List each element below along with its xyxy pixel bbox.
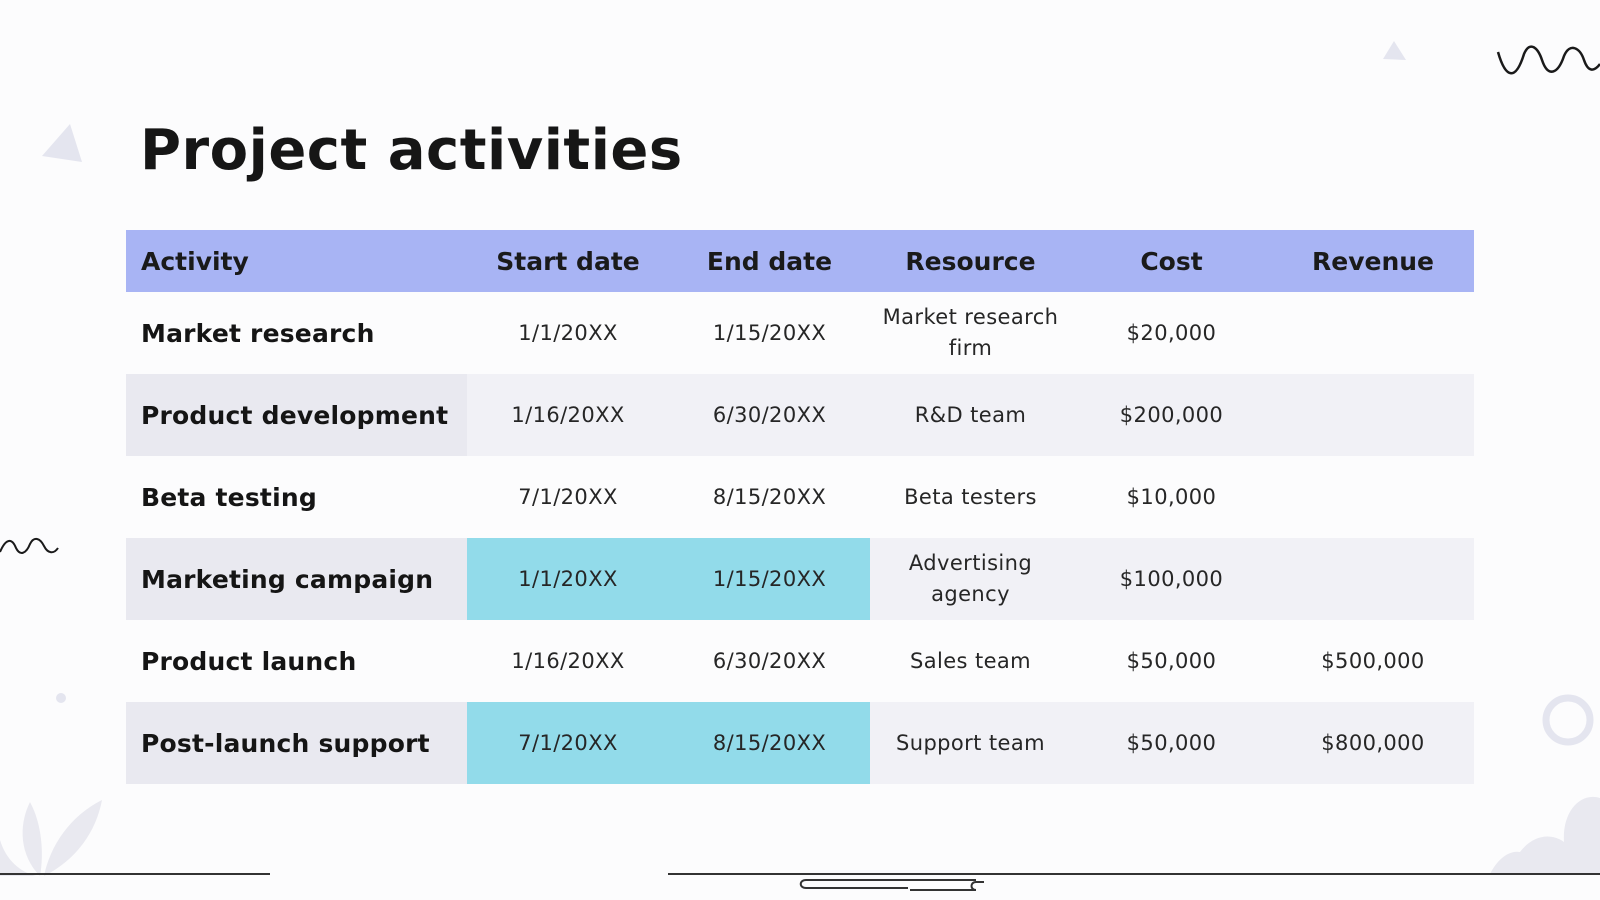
- table-row: Market research 1/1/20XX 1/15/20XX Marke…: [126, 292, 1474, 374]
- end-date-cell: 8/15/20XX: [712, 484, 827, 509]
- revenue-cell: $500,000: [1321, 648, 1425, 673]
- start-date-cell: 7/1/20XX: [518, 484, 618, 509]
- decorative-triangle-icon: [42, 124, 82, 162]
- table-row: Product development 1/16/20XX 6/30/20XX …: [126, 374, 1474, 456]
- decorative-dot-icon: [56, 693, 66, 703]
- end-date-cell: 6/30/20XX: [712, 648, 827, 673]
- activity-cell: Product development: [126, 374, 467, 456]
- decorative-triangle-small-icon: [1383, 41, 1406, 60]
- decorative-leaves-right-icon: [1490, 796, 1600, 874]
- revenue-cell: $800,000: [1272, 702, 1474, 784]
- resource-cell: Beta testers: [904, 484, 1037, 509]
- table-header-row: Activity Start date End date Resource Co…: [126, 230, 1474, 292]
- end-date-cell-highlighted: 8/15/20XX: [669, 702, 870, 784]
- decorative-pill-line-icon: [799, 879, 976, 889]
- start-date-cell: 1/16/20XX: [467, 374, 669, 456]
- end-date-cell-highlighted: 1/15/20XX: [669, 538, 870, 620]
- end-date-cell: 6/30/20XX: [669, 374, 870, 456]
- header-activity: Activity: [126, 230, 467, 292]
- revenue-cell: [1272, 374, 1474, 456]
- header-cost: Cost: [1071, 230, 1272, 292]
- header-resource: Resource: [870, 230, 1071, 292]
- activity-cell: Marketing campaign: [126, 538, 467, 620]
- decorative-leaves-left-icon: [0, 800, 102, 876]
- activities-table: Activity Start date End date Resource Co…: [126, 230, 1474, 784]
- resource-cell: Advertising agency: [870, 538, 1071, 620]
- header-end-date: End date: [669, 230, 870, 292]
- resource-cell: Sales team: [909, 648, 1032, 673]
- cost-cell: $10,000: [1126, 484, 1217, 509]
- table-row: Marketing campaign 1/1/20XX 1/15/20XX Ad…: [126, 538, 1474, 620]
- header-start-date: Start date: [467, 230, 669, 292]
- revenue-cell: [1272, 292, 1474, 374]
- activity-cell: Market research: [141, 318, 375, 348]
- cost-cell: $50,000: [1071, 702, 1272, 784]
- cost-cell: $200,000: [1071, 374, 1272, 456]
- start-date-cell: 1/16/20XX: [511, 648, 625, 673]
- cost-cell: $100,000: [1071, 538, 1272, 620]
- start-date-cell-highlighted: 1/1/20XX: [467, 538, 669, 620]
- resource-cell: R&D team: [870, 374, 1071, 456]
- activity-cell: Beta testing: [141, 482, 317, 512]
- activity-cell: Post-launch support: [126, 702, 467, 784]
- table-row: Beta testing 7/1/20XX 8/15/20XX Beta tes…: [126, 456, 1474, 538]
- start-date-cell: 1/1/20XX: [518, 320, 618, 345]
- table-row: Post-launch support 7/1/20XX 8/15/20XX S…: [126, 702, 1474, 784]
- cost-cell: $20,000: [1126, 320, 1217, 345]
- start-date-cell-highlighted: 7/1/20XX: [467, 702, 669, 784]
- header-revenue: Revenue: [1272, 230, 1474, 292]
- activity-cell: Product launch: [141, 646, 357, 676]
- decorative-line-left-icon: [0, 873, 270, 875]
- revenue-cell: [1272, 456, 1474, 538]
- cost-cell: $50,000: [1126, 648, 1217, 673]
- decorative-ring-icon: [1542, 694, 1594, 746]
- resource-cell: Support team: [870, 702, 1071, 784]
- end-date-cell: 1/15/20XX: [712, 320, 827, 345]
- decorative-squiggle-left-icon: [0, 538, 59, 554]
- page-title: Project activities: [140, 118, 683, 183]
- revenue-cell: [1272, 538, 1474, 620]
- resource-cell: Market research firm: [882, 305, 1059, 360]
- decorative-line-bottom-icon: [668, 873, 1600, 891]
- decorative-squiggle-top-icon: [1496, 45, 1600, 75]
- table-row: Product launch 1/16/20XX 6/30/20XX Sales…: [126, 620, 1474, 702]
